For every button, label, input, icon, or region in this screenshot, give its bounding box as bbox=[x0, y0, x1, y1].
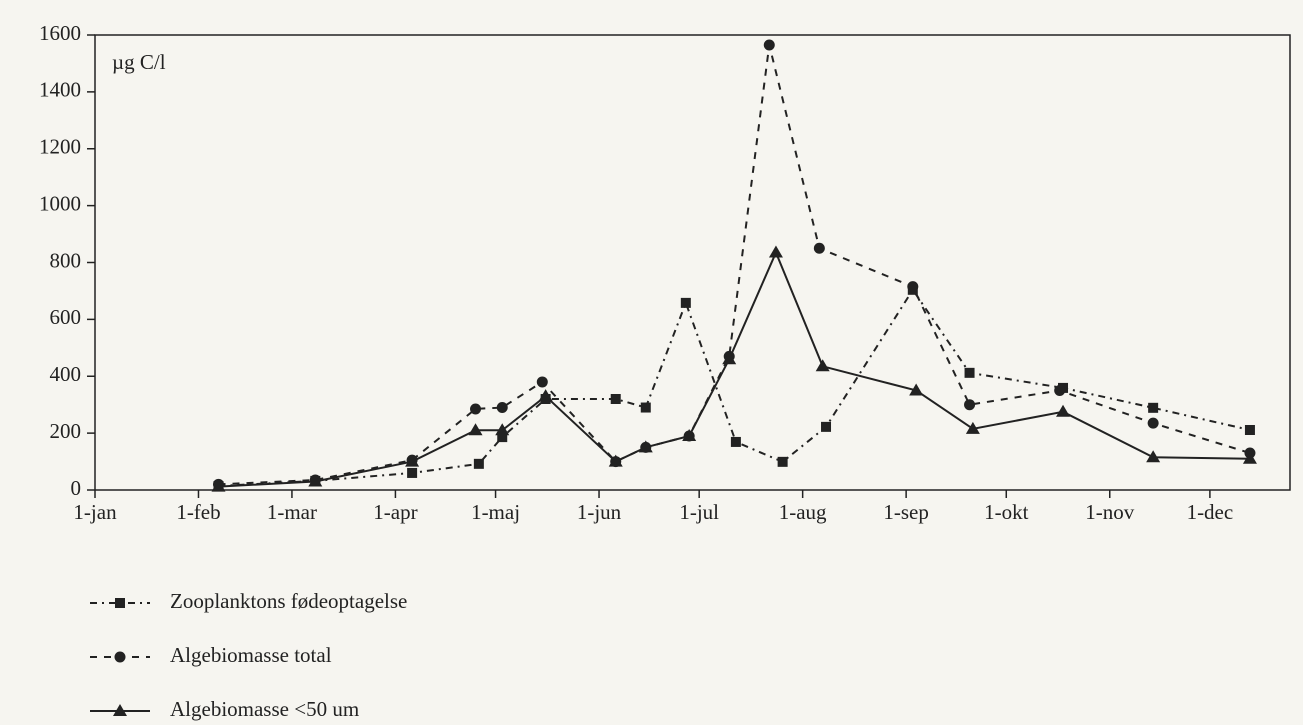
x-tick-label: 1-nov bbox=[1085, 500, 1134, 524]
marker bbox=[308, 474, 323, 487]
y-tick-label: 1400 bbox=[39, 78, 81, 102]
marker bbox=[538, 389, 553, 402]
marker bbox=[768, 245, 783, 258]
marker bbox=[730, 436, 741, 447]
marker bbox=[496, 402, 508, 414]
marker bbox=[722, 352, 737, 365]
y-tick-label: 1200 bbox=[39, 135, 81, 159]
marker bbox=[1056, 404, 1071, 417]
marker bbox=[1148, 402, 1159, 413]
y-tick-label: 600 bbox=[50, 305, 82, 329]
marker bbox=[638, 440, 653, 453]
marker bbox=[909, 383, 924, 396]
marker bbox=[907, 281, 919, 293]
x-tick-label: 1-okt bbox=[984, 500, 1028, 524]
marker bbox=[497, 432, 508, 443]
y-tick-label: 1000 bbox=[39, 191, 81, 215]
marker bbox=[964, 399, 976, 411]
marker bbox=[680, 297, 691, 308]
x-tick-label: 1-jan bbox=[73, 500, 117, 524]
legend-label: Algebiomasse <50 um bbox=[170, 697, 359, 721]
marker bbox=[1147, 417, 1159, 429]
series-line bbox=[218, 249, 1250, 488]
marker bbox=[964, 367, 975, 378]
x-tick-label: 1-maj bbox=[471, 500, 520, 524]
y-tick-label: 800 bbox=[50, 248, 82, 272]
x-tick-label: 1-dec bbox=[1187, 500, 1234, 524]
y-tick-label: 1600 bbox=[39, 21, 81, 45]
marker bbox=[536, 376, 548, 388]
marker bbox=[405, 454, 420, 467]
legend-label: Algebiomasse total bbox=[170, 643, 332, 667]
marker bbox=[777, 456, 788, 467]
y-tick-label: 400 bbox=[50, 362, 82, 386]
marker bbox=[211, 479, 226, 492]
x-tick-label: 1-aug bbox=[779, 500, 827, 524]
y-tick-label: 200 bbox=[50, 419, 82, 443]
x-tick-label: 1-mar bbox=[267, 500, 317, 524]
marker bbox=[640, 402, 651, 413]
marker bbox=[407, 467, 418, 478]
marker bbox=[1146, 450, 1161, 463]
plot-frame bbox=[94, 34, 1291, 491]
marker bbox=[815, 359, 830, 372]
x-tick-label: 1-apr bbox=[373, 500, 417, 524]
x-tick-label: 1-feb bbox=[176, 500, 220, 524]
marker bbox=[473, 458, 484, 469]
y-axis-label: µg C/l bbox=[112, 50, 166, 74]
marker bbox=[682, 428, 697, 441]
y-tick-label: 0 bbox=[71, 476, 82, 500]
series-line bbox=[218, 44, 1251, 486]
marker bbox=[1054, 384, 1066, 396]
legend-marker bbox=[113, 704, 127, 716]
marker bbox=[470, 403, 482, 415]
marker bbox=[813, 242, 825, 254]
marker bbox=[495, 423, 510, 436]
marker bbox=[1244, 424, 1255, 435]
x-tick-label: 1-jun bbox=[577, 500, 622, 524]
x-tick-label: 1-sep bbox=[883, 500, 929, 524]
legend-marker bbox=[115, 598, 125, 608]
legend-label: Zooplanktons fødeoptagelse bbox=[170, 589, 407, 613]
marker bbox=[821, 421, 832, 432]
legend-marker bbox=[114, 651, 126, 663]
marker bbox=[763, 39, 775, 51]
marker bbox=[468, 423, 483, 436]
marker bbox=[610, 394, 621, 404]
marker bbox=[608, 454, 623, 467]
x-tick-label: 1-jul bbox=[679, 500, 719, 524]
marker bbox=[965, 421, 980, 434]
marker bbox=[1242, 451, 1257, 464]
